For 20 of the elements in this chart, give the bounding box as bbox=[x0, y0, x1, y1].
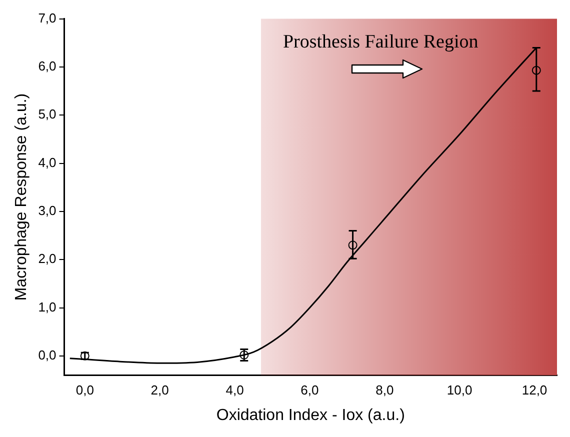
y-tick-label: 6,0 bbox=[38, 58, 56, 74]
y-tick-label: 3,0 bbox=[38, 203, 56, 218]
y-tick-label: 0,0 bbox=[38, 348, 56, 363]
x-axis-title: Oxidation Index - Iox (a.u.) bbox=[216, 406, 405, 424]
y-tick-label: 7,0 bbox=[38, 10, 56, 26]
y-tick-label: 5,0 bbox=[38, 106, 56, 122]
y-tick-label: 4,0 bbox=[38, 154, 56, 170]
y-tick-label: 1,0 bbox=[38, 299, 56, 314]
band-label: Prosthesis Failure Region bbox=[282, 31, 479, 52]
x-tick-label: 2,0 bbox=[150, 382, 169, 398]
x-tick-label: 10,0 bbox=[446, 382, 472, 398]
point bbox=[348, 240, 358, 250]
x-tick-label: 6,0 bbox=[300, 382, 319, 398]
point bbox=[532, 66, 541, 75]
y-axis-title: Macrophage Response (a.u.) bbox=[13, 93, 30, 301]
x-tick-label: 0,0 bbox=[76, 382, 94, 398]
y-tick-label: 2,0 bbox=[38, 251, 56, 266]
x-tick-label: 8,0 bbox=[376, 382, 394, 398]
x-tick-label: 12,0 bbox=[522, 382, 548, 398]
x-tick-label: 4,0 bbox=[226, 382, 244, 398]
